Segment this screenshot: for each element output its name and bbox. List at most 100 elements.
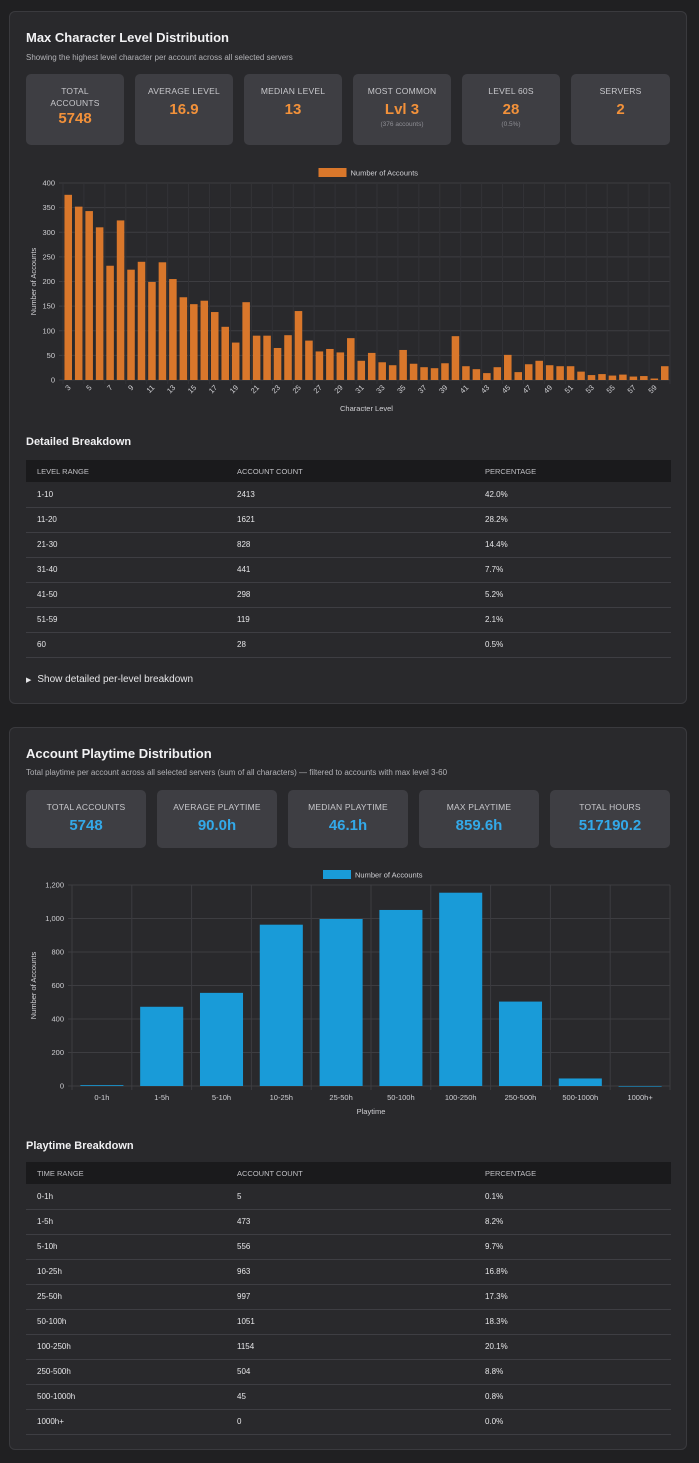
table-cell: 1-5h xyxy=(26,1209,226,1235)
bar xyxy=(252,335,261,380)
bar xyxy=(242,302,250,380)
stat-sub: (376 accounts) xyxy=(380,121,424,128)
x-tick-label: 250-500h xyxy=(505,1093,537,1102)
table-row: 1-5h 473 8.2% xyxy=(26,1209,671,1235)
level-section-subtitle: Showing the highest level character per … xyxy=(26,53,293,62)
x-tick-label: 5 xyxy=(84,383,93,392)
table-row: 21-30 828 14.4% xyxy=(26,532,671,558)
bar xyxy=(472,369,481,380)
x-tick-label: 43 xyxy=(479,383,491,395)
table-cell: 28 xyxy=(226,632,474,658)
stat-label: LEVEL 60S xyxy=(488,86,534,96)
bar xyxy=(399,349,407,380)
y-tick-label: 600 xyxy=(51,981,64,990)
bar xyxy=(179,297,188,380)
disclosure-triangle-icon: ▶ xyxy=(26,677,32,684)
table-cell: 28.2% xyxy=(474,507,671,533)
bar xyxy=(221,326,229,380)
stat-median-playtime: MEDIAN PLAYTIME 46.1h xyxy=(288,790,408,848)
bar xyxy=(158,262,167,380)
table-cell: 41-50 xyxy=(26,582,226,608)
bar xyxy=(305,340,313,380)
bar xyxy=(74,206,83,380)
bar xyxy=(420,367,428,380)
x-tick-label: 49 xyxy=(542,383,554,395)
x-tick-label: 39 xyxy=(437,383,449,395)
x-tick-label: 53 xyxy=(584,383,596,395)
y-tick-label: 50 xyxy=(47,351,55,360)
table-cell: 1621 xyxy=(226,507,474,533)
bar xyxy=(483,373,491,380)
x-tick-label: 0-1h xyxy=(94,1093,109,1102)
bar xyxy=(284,335,292,380)
playtime-breakdown-title: Playtime Breakdown xyxy=(26,1140,134,1152)
bar xyxy=(535,360,543,380)
table-cell: 473 xyxy=(226,1209,474,1235)
stat-total-hours: TOTAL HOURS 517190.2 xyxy=(550,790,670,848)
show-per-level-toggle[interactable]: ▶ Show detailed per-level breakdown xyxy=(26,674,193,685)
table-cell: 5-10h xyxy=(26,1234,226,1260)
bar xyxy=(231,342,240,380)
stat-value: 28 xyxy=(502,101,520,118)
table-cell: 17.3% xyxy=(474,1284,671,1310)
x-tick-label: 27 xyxy=(312,383,324,395)
bar xyxy=(504,354,512,380)
table-header: ACCOUNT COUNT xyxy=(226,1162,474,1184)
bar xyxy=(462,366,470,380)
x-tick-label: 41 xyxy=(458,383,470,395)
y-tick-label: 350 xyxy=(42,203,55,212)
table-header: TIME RANGE xyxy=(26,1162,226,1184)
stat-value: 13 xyxy=(284,101,302,118)
bar xyxy=(545,365,554,380)
bar xyxy=(430,368,439,380)
playtime-distribution-chart: Number of Accounts 0 200 400 600 800 1,000 1,20… xyxy=(29,870,671,1116)
stat-total-accounts: TOTAL ACCOUNTS 5748 xyxy=(26,790,146,848)
table-cell: 298 xyxy=(226,582,474,608)
x-tick-label: 59 xyxy=(646,383,658,395)
table-cell: 8.2% xyxy=(474,1209,671,1235)
table-row: 10-25h 963 16.8% xyxy=(26,1259,671,1285)
table-row: 50-100h 1051 18.3% xyxy=(26,1309,671,1335)
table-cell: 10-25h xyxy=(26,1259,226,1285)
playtime-breakdown-table: TIME RANGE ACCOUNT COUNT PERCENTAGE 0-1h… xyxy=(26,1162,671,1435)
bar xyxy=(357,360,366,380)
playtime-section-title: Account Playtime Distribution xyxy=(26,746,212,761)
table-row: 100-250h 1154 20.1% xyxy=(26,1334,671,1360)
table-cell: 7.7% xyxy=(474,557,671,583)
y-axis-title: Number of Accounts xyxy=(29,951,38,1019)
bar xyxy=(608,375,617,380)
legend-label: Number of Accounts xyxy=(355,871,423,880)
y-tick-label: 200 xyxy=(42,277,55,286)
stat-sub: (0.5%) xyxy=(501,121,521,128)
bar xyxy=(629,376,638,380)
table-row: 250-500h 504 8.8% xyxy=(26,1359,671,1385)
table-row: 41-50 298 5.2% xyxy=(26,582,671,608)
bar xyxy=(64,194,73,380)
stat-label: MOST COMMON xyxy=(367,86,437,96)
table-cell: 556 xyxy=(226,1234,474,1260)
stat-label: TOTAL ACCOUNTS xyxy=(50,86,100,108)
x-tick-label: 31 xyxy=(353,383,365,395)
x-tick-label: 50-100h xyxy=(387,1093,415,1102)
bar xyxy=(294,311,303,380)
x-tick-label: 21 xyxy=(249,383,261,395)
bar xyxy=(210,312,219,380)
level-distribution-panel: Max Character Level Distribution Showing… xyxy=(9,11,687,704)
x-tick-label: 15 xyxy=(186,383,198,395)
y-tick-label: 200 xyxy=(51,1048,64,1057)
y-tick-label: 400 xyxy=(51,1015,64,1024)
stat-value: 859.6h xyxy=(455,817,503,834)
bar xyxy=(577,371,585,380)
y-tick-label: 0 xyxy=(60,1082,64,1091)
stat-value: 90.0h xyxy=(197,817,237,834)
table-row: 0-1h 5 0.1% xyxy=(26,1184,671,1210)
y-tick-label: 400 xyxy=(42,179,55,188)
detailed-breakdown-title: Detailed Breakdown xyxy=(26,436,132,448)
table-cell: 18.3% xyxy=(474,1309,671,1335)
bar xyxy=(650,378,659,380)
x-tick-label: 33 xyxy=(374,383,386,395)
y-tick-label: 800 xyxy=(51,948,64,957)
bar xyxy=(140,1006,184,1086)
stat-label: MEDIAN LEVEL xyxy=(260,86,326,96)
stat-label: TOTAL ACCOUNTS xyxy=(46,802,126,812)
